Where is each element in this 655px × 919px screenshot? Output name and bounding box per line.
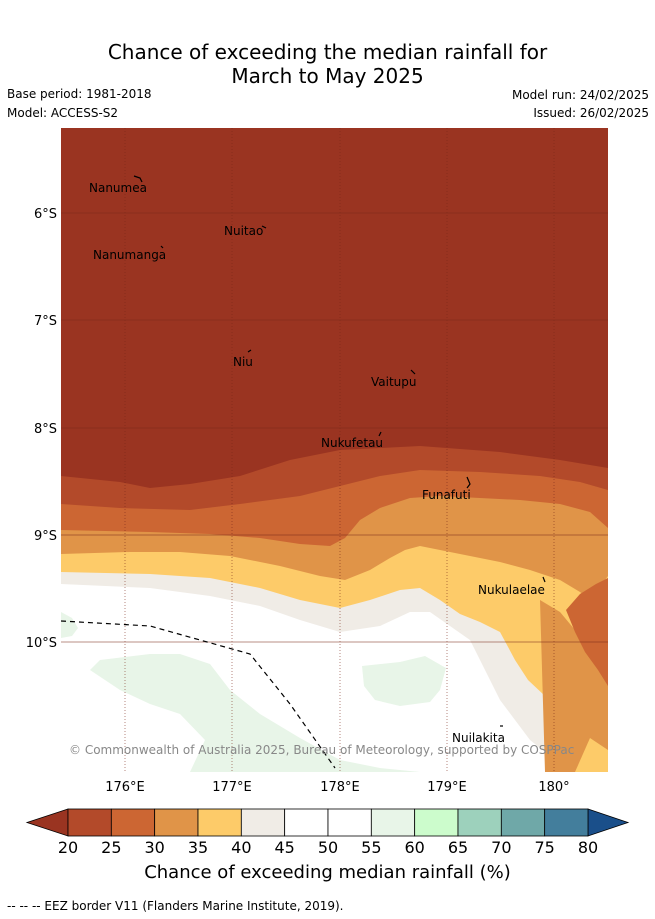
colorbar-tick-label: 45 xyxy=(274,838,294,857)
lon-tick: 176°E xyxy=(105,780,145,795)
latitude-tick-labels: 6°S 7°S 8°S 9°S 10°S xyxy=(26,207,57,651)
band-35-40-east xyxy=(575,738,608,772)
label-nanumanga: Nanumanga xyxy=(93,248,166,262)
lon-tick: 178°E xyxy=(320,780,360,795)
colorbar-tick-label: 30 xyxy=(144,838,164,857)
lon-tick: 179°E xyxy=(427,780,467,795)
lat-tick: 7°S xyxy=(34,314,57,329)
colorbar-bin xyxy=(327,808,372,837)
label-nanumea: Nanumea xyxy=(89,181,147,195)
colorbar-bin xyxy=(154,808,199,837)
base-period: Base period: 1981-2018 xyxy=(7,87,152,101)
colorbar-tick-label: 80 xyxy=(578,838,598,857)
colorbar-title: Chance of exceeding median rainfall (%) xyxy=(144,862,511,883)
model-run: Model run: 24/02/2025 xyxy=(511,88,649,102)
graticule xyxy=(61,128,608,772)
label-vaitupu: Vaitupu xyxy=(371,375,417,389)
colorbar-tick-label: 65 xyxy=(448,838,468,857)
label-funafuti: Funafuti xyxy=(422,488,471,502)
colorbar-bin xyxy=(67,808,112,837)
colorbar-tick-label: 75 xyxy=(534,838,554,857)
label-nukulaelae: Nukulaelae xyxy=(478,583,545,597)
lat-tick: 8°S xyxy=(34,422,57,437)
colorbar-tick-label: 60 xyxy=(404,838,424,857)
model-name: Model: ACCESS-S2 xyxy=(7,106,119,120)
lat-tick: 10°S xyxy=(26,636,57,651)
label-nuitao: Nuitao xyxy=(224,224,263,238)
eez-border-line xyxy=(61,620,336,769)
colorbar-bin xyxy=(544,808,589,837)
island-shapes xyxy=(133,175,546,727)
band-30-35-east xyxy=(540,600,608,772)
title-line-1: Chance of exceeding the median rainfall … xyxy=(107,40,548,64)
colorbar-bin xyxy=(110,808,156,837)
colorbar-bin xyxy=(197,808,242,837)
colorbar-under-arrow xyxy=(25,808,69,837)
label-niu: Niu xyxy=(233,355,253,369)
colorbar-tick-label: 40 xyxy=(231,838,251,857)
colorbar-bin xyxy=(414,808,459,837)
lat-tick: 9°S xyxy=(34,529,57,544)
title-line-2: March to May 2025 xyxy=(231,64,424,88)
colorbar-bin xyxy=(284,808,329,837)
longitude-tick-labels: 176°E 177°E 178°E 179°E 180° xyxy=(105,780,569,795)
band-45-55 xyxy=(61,584,575,772)
map-area: Nanumea Nuitao Nanumanga Niu Vaitupu Nuk… xyxy=(61,128,608,772)
map-title: Chance of exceeding the median rainfall … xyxy=(0,40,655,88)
lon-tick: 180° xyxy=(538,780,569,795)
label-nuilakita: Nuilakita xyxy=(452,731,505,745)
copyright-notice: © Commonwealth of Australia 2025, Bureau… xyxy=(69,743,574,757)
colorbar-tick-label: 50 xyxy=(318,838,338,857)
colorbar-tick-label: 70 xyxy=(491,838,511,857)
band-25-30-east xyxy=(566,578,608,686)
colorbar-tick-label: 25 xyxy=(101,838,121,857)
eez-legend-note: -- -- -- EEZ border V11 (Flanders Marine… xyxy=(7,899,344,913)
colorbar-over-arrow xyxy=(587,808,630,837)
colorbar-tick-label: 55 xyxy=(361,838,381,857)
band-55-60-c xyxy=(362,656,446,706)
colorbar-tick-label: 35 xyxy=(188,838,208,857)
label-nukufetau: Nukufetau xyxy=(321,436,383,450)
colorbar-bin xyxy=(370,808,416,837)
colorbar-bin xyxy=(457,808,502,837)
issued-date: Issued: 26/02/2025 xyxy=(533,106,649,120)
band-55-60-a xyxy=(61,612,78,638)
colorbar: 20 25 30 35 40 45 50 55 60 65 70 75 80 xyxy=(25,808,630,857)
band-55-60-b xyxy=(90,654,420,772)
colorbar-tick-label: 20 xyxy=(58,838,78,857)
lat-tick: 6°S xyxy=(34,207,57,222)
lon-tick: 177°E xyxy=(212,780,252,795)
colorbar-bin xyxy=(240,808,286,837)
colorbar-bin xyxy=(500,808,546,837)
